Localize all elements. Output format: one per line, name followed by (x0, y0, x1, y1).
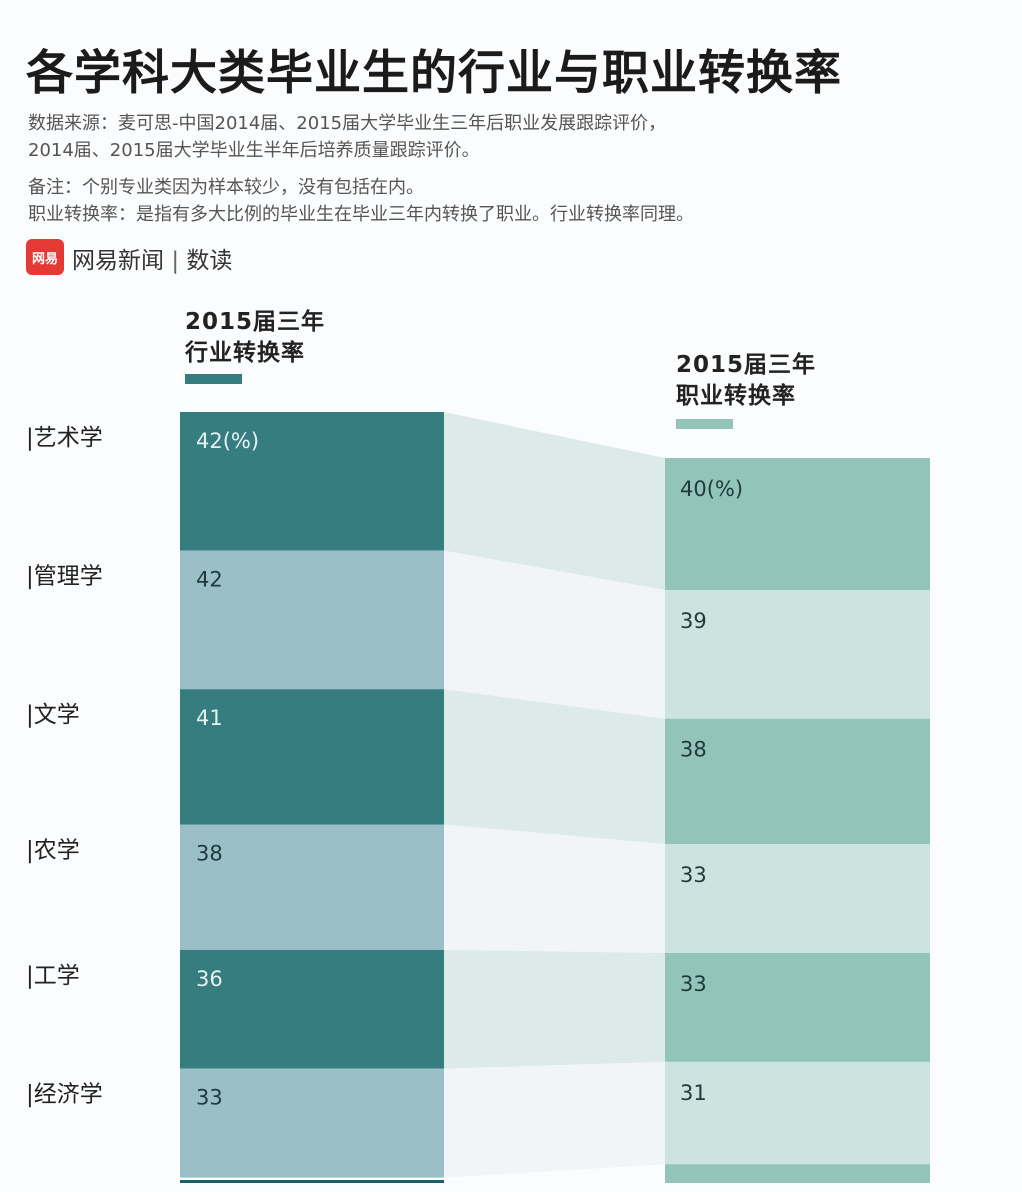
legend-label: 2015届三年 (185, 309, 326, 335)
value-label-industry: 42(%) (196, 429, 259, 453)
bar-industry-3 (180, 824, 444, 950)
bar-industry-5 (180, 1068, 444, 1178)
connector-band (444, 412, 665, 590)
brand-sub: 数读 (186, 248, 233, 274)
category-label: |经济学 (26, 1082, 103, 1108)
value-label-industry: 38 (196, 842, 223, 866)
category-label: |农学 (26, 838, 80, 864)
bar-industry-4 (180, 949, 444, 1069)
bar-occupation-0 (665, 458, 930, 590)
value-label-occupation: 39 (680, 609, 707, 633)
source-line: 数据来源：麦可思-中国2014届、2015届大学毕业生三年后职业发展跟踪评价， (28, 113, 667, 134)
value-label-occupation: 33 (680, 972, 707, 996)
legend-swatch-1 (185, 374, 242, 384)
bar-industry-2 (180, 689, 444, 825)
bar-occupation-4 (665, 953, 930, 1062)
bar-edge (180, 1180, 444, 1183)
bar-industry-0 (180, 412, 444, 551)
legend-series-1: 2015届三年 行业转换率 (185, 307, 325, 369)
category-label: |艺术学 (26, 425, 103, 451)
brand-name: 网易新闻 | 数读 (72, 241, 232, 275)
connector-band (444, 824, 665, 953)
value-label-occupation: 38 (680, 738, 707, 762)
value-label-industry: 42 (196, 568, 223, 592)
page-title: 各学科大类毕业生的行业与职业转换率 (26, 46, 842, 101)
value-label-industry: 33 (196, 1086, 223, 1110)
note-line: 备注：个别专业类因为样本较少，没有包括在内。 (28, 177, 424, 198)
source-line: 2014届、2015届大学毕业生半年后培养质量跟踪评价。 (28, 140, 480, 161)
legend-label: 2015届三年 (676, 352, 817, 378)
bar-occupation-3 (665, 844, 930, 953)
legend-label: 行业转换率 (185, 340, 305, 366)
value-label-occupation: 40(%) (680, 477, 743, 501)
legend-series-2: 2015届三年 职业转换率 (676, 350, 816, 412)
bar-occupation-5 (665, 1061, 930, 1165)
brand-title: 网易新闻 (72, 248, 164, 274)
note-line: 职业转换率：是指有多大比例的毕业生在毕业三年内转换了职业。行业转换率同理。 (28, 204, 694, 225)
value-label-industry: 41 (196, 706, 223, 730)
note-text: 备注：个别专业类因为样本较少，没有包括在内。 职业转换率：是指有多大比例的毕业生… (28, 174, 694, 228)
category-label: |管理学 (26, 564, 103, 590)
bar-industry-1 (180, 550, 444, 690)
connector-band (444, 1061, 665, 1178)
connector-band (444, 689, 665, 845)
value-label-industry: 36 (196, 967, 223, 991)
legend-label: 职业转换率 (676, 383, 796, 409)
connector-band (444, 949, 665, 1069)
value-label-occupation: 33 (680, 863, 707, 887)
category-label: |工学 (26, 963, 80, 989)
source-text: 数据来源：麦可思-中国2014届、2015届大学毕业生三年后职业发展跟踪评价， … (28, 110, 666, 164)
bar-occupation-2 (665, 718, 930, 845)
legend-swatch-2 (676, 419, 733, 429)
connector-band (444, 550, 665, 719)
bar-occupation-1 (665, 590, 930, 719)
bar-occupation-next (665, 1164, 930, 1183)
value-label-occupation: 31 (680, 1081, 707, 1105)
brand-separator: | (171, 248, 180, 274)
brand-logo: 网易 (26, 239, 64, 275)
category-label: |文学 (26, 702, 80, 728)
